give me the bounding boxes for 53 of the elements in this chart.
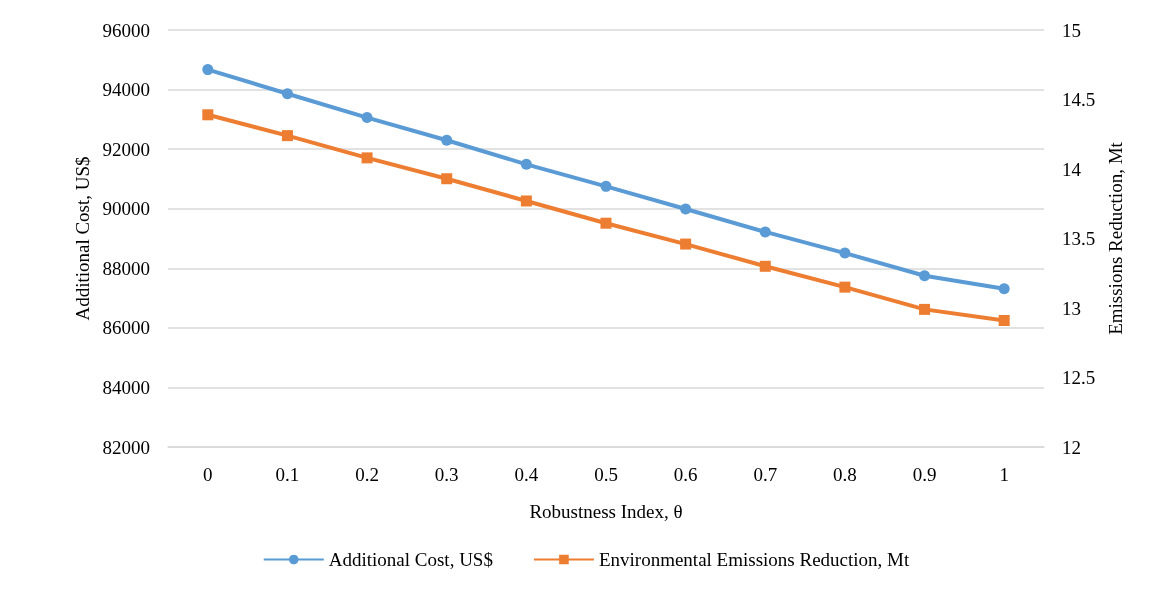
x-tick-label: 0.5 [594, 464, 618, 485]
x-tick-label: 0.2 [355, 464, 379, 485]
point [520, 195, 532, 207]
point [202, 109, 214, 121]
point [759, 226, 771, 238]
x-tick-label: 0.3 [434, 464, 459, 485]
y-tick-label: 96000 [102, 19, 150, 41]
y2-tick-label: 13.5 [1062, 228, 1096, 249]
x-tick-label: 1 [999, 464, 1009, 485]
point [441, 173, 453, 185]
x-tick-label: 0.4 [514, 464, 539, 485]
point [202, 64, 214, 76]
y-tick-label: 82000 [102, 436, 150, 458]
y-axis-title: Additional Cost, US$ [71, 156, 93, 321]
x-tick-label: 0.7 [753, 464, 778, 485]
point [839, 281, 851, 293]
y-tick-label: 86000 [102, 317, 150, 339]
legend-label: Environmental Emissions Reduction, Mt [598, 549, 910, 570]
point [281, 88, 293, 100]
point [680, 203, 692, 215]
point [361, 152, 373, 164]
x-tick-label: 0.6 [673, 464, 698, 485]
y2-tick-label: 12 [1062, 436, 1081, 458]
point [998, 283, 1010, 295]
point [998, 315, 1010, 327]
point [680, 238, 692, 250]
point [600, 180, 612, 192]
x-tick-label: 0.8 [833, 464, 857, 485]
y2-tick-label: 14.5 [1062, 89, 1096, 110]
y2-axis-title: Emissions Reduction, Mt [1105, 141, 1127, 335]
y2-tick-label: 15 [1062, 19, 1081, 41]
point [361, 112, 373, 124]
y-tick-label: 92000 [102, 138, 150, 160]
point [520, 158, 532, 170]
point [441, 134, 453, 146]
x-tick-label: 0.1 [275, 464, 300, 485]
legend-label: Additional Cost, US$ [328, 549, 493, 570]
x-axis-title: Robustness Index, θ [529, 501, 683, 522]
point [281, 130, 293, 142]
point [839, 247, 851, 259]
y2-tick-label: 14 [1062, 158, 1082, 180]
y-tick-label: 94000 [102, 79, 150, 101]
y-tick-label: 90000 [102, 198, 150, 220]
point [919, 303, 931, 315]
y2-tick-label: 13 [1062, 297, 1081, 319]
x-tick-label: 0.9 [912, 464, 937, 485]
x-tick-label: 0 [203, 464, 213, 485]
y2-tick-label: 12.5 [1062, 367, 1096, 388]
point [759, 260, 771, 272]
y-tick-label: 88000 [102, 257, 150, 279]
point [600, 217, 612, 229]
point [919, 270, 931, 282]
y-tick-label: 84000 [102, 376, 150, 398]
